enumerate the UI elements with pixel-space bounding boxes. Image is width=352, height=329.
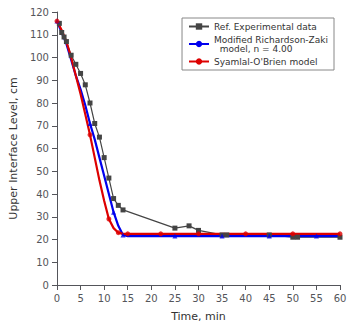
svg-text:30: 30 xyxy=(192,293,205,304)
svg-text:80: 80 xyxy=(36,98,49,109)
svg-text:60: 60 xyxy=(334,293,347,304)
svg-text:50: 50 xyxy=(36,166,49,177)
svg-text:Time, min: Time, min xyxy=(170,310,226,323)
svg-text:70: 70 xyxy=(36,120,49,131)
svg-text:35: 35 xyxy=(216,293,229,304)
svg-text:10: 10 xyxy=(36,257,49,268)
svg-text:10: 10 xyxy=(98,293,111,304)
svg-text:40: 40 xyxy=(36,189,49,200)
svg-text:110: 110 xyxy=(30,29,49,40)
svg-text:0: 0 xyxy=(43,280,49,291)
svg-text:120: 120 xyxy=(30,7,49,18)
svg-text:90: 90 xyxy=(36,75,49,86)
svg-text:0: 0 xyxy=(54,293,60,304)
svg-text:45: 45 xyxy=(263,293,276,304)
svg-text:model, n = 4.00: model, n = 4.00 xyxy=(214,44,293,54)
svg-text:5: 5 xyxy=(77,293,83,304)
svg-text:Modified Richardson-Zaki: Modified Richardson-Zaki xyxy=(214,34,328,45)
svg-text:30: 30 xyxy=(36,211,49,222)
svg-text:Ref. Experimental data: Ref. Experimental data xyxy=(214,22,317,32)
svg-text:Syamlal-O'Brien model: Syamlal-O'Brien model xyxy=(214,57,317,67)
svg-text:55: 55 xyxy=(310,293,323,304)
svg-text:20: 20 xyxy=(145,293,158,304)
svg-text:60: 60 xyxy=(36,143,49,154)
svg-text:20: 20 xyxy=(36,234,49,245)
svg-text:40: 40 xyxy=(239,293,252,304)
svg-text:15: 15 xyxy=(121,293,134,304)
svg-text:50: 50 xyxy=(286,293,299,304)
svg-text:100: 100 xyxy=(30,52,49,63)
svg-text:25: 25 xyxy=(169,293,182,304)
svg-text:Upper Interface Level, cm: Upper Interface Level, cm xyxy=(7,77,20,219)
